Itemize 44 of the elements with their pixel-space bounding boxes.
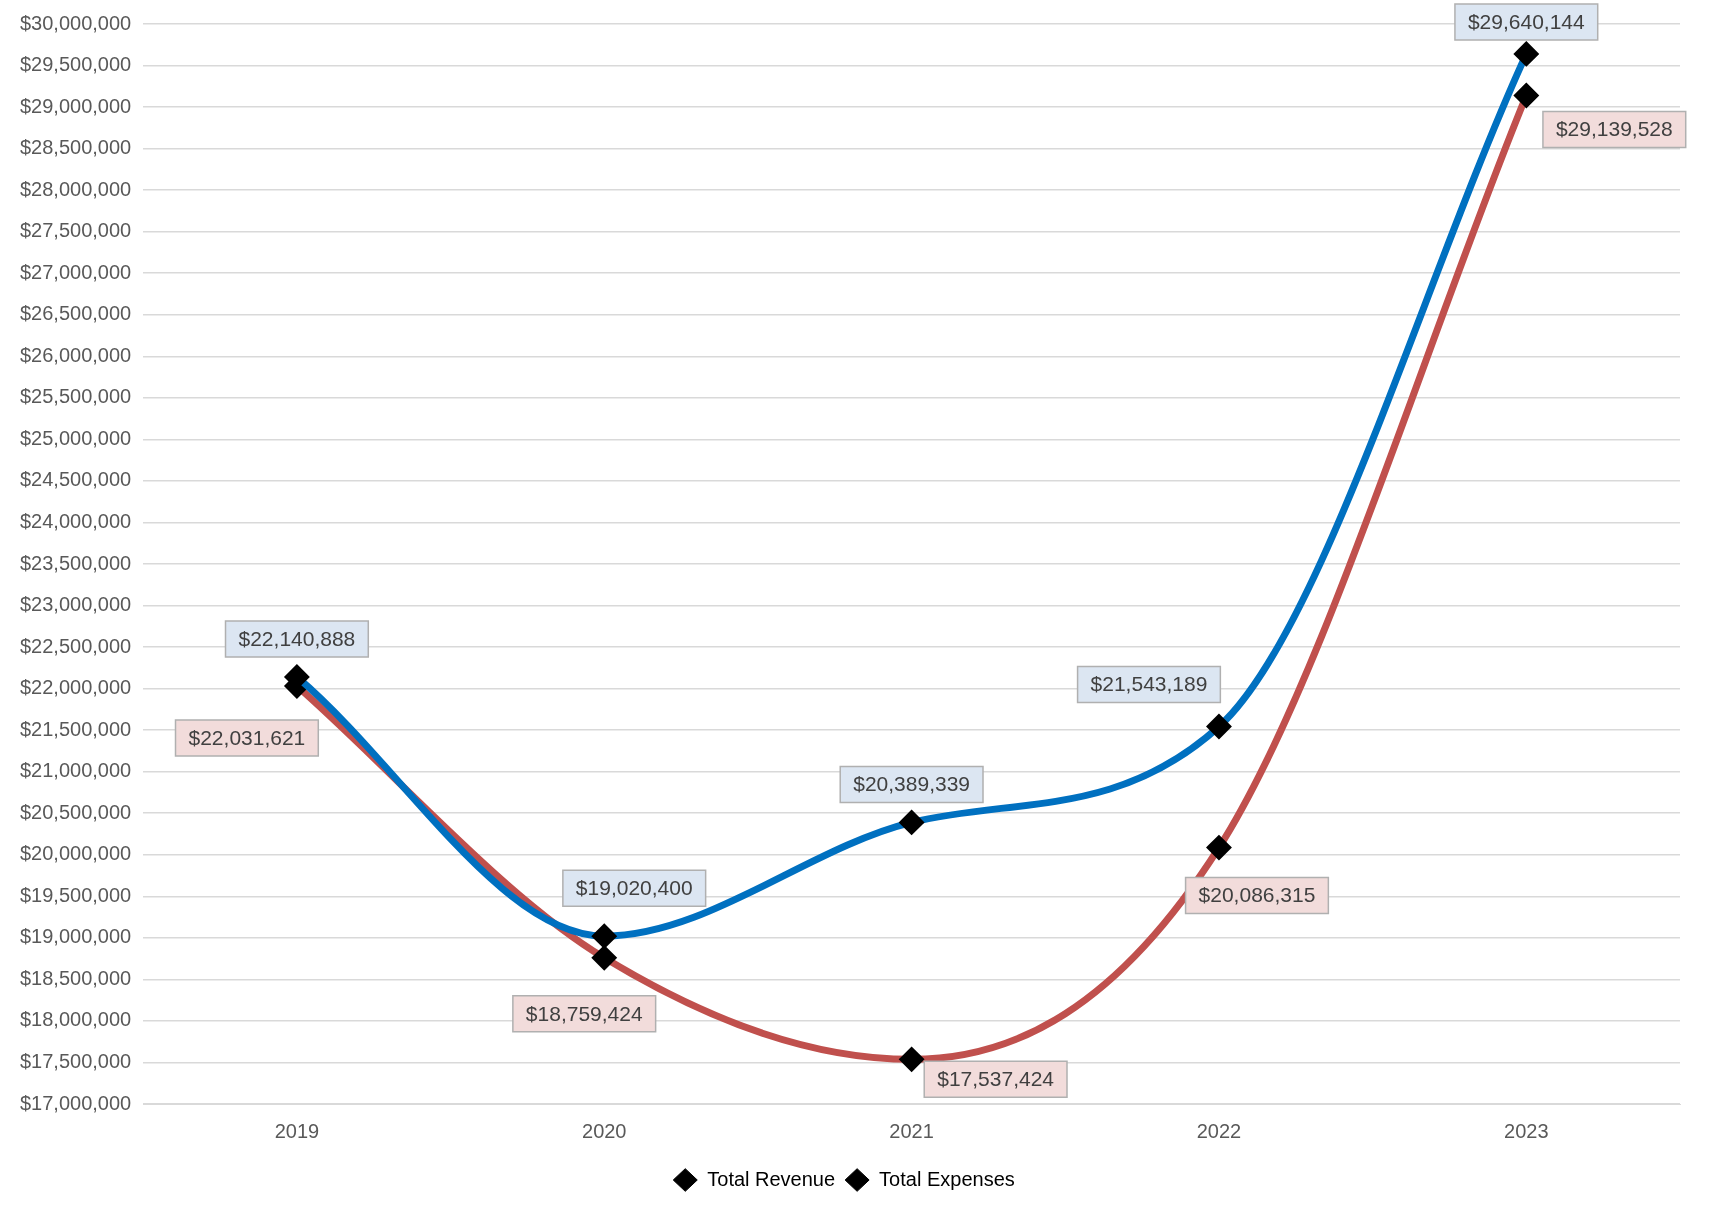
y-tick-label: $21,500,000 (19, 717, 132, 740)
y-tick-label: $20,500,000 (19, 800, 132, 823)
x-tick-label: 2019 (274, 1119, 320, 1142)
legend-label: Total Revenue (707, 1167, 836, 1190)
x-tick-label: 2022 (1196, 1119, 1242, 1142)
y-tick-label: $27,500,000 (19, 219, 132, 242)
y-tick-label: $17,500,000 (19, 1049, 132, 1072)
y-tick-label: $23,500,000 (19, 551, 132, 574)
y-tick-label: $23,000,000 (19, 593, 132, 616)
y-tick-label: $18,000,000 (19, 1008, 132, 1031)
y-tick-label: $27,000,000 (19, 260, 132, 283)
data-label: $19,020,400 (575, 875, 693, 899)
y-tick-label: $28,000,000 (19, 177, 132, 200)
y-tick-label: $24,500,000 (19, 468, 132, 491)
y-tick-label: $29,500,000 (19, 53, 132, 76)
y-tick-label: $17,000,000 (19, 1091, 132, 1114)
y-tick-label: $22,000,000 (19, 676, 132, 699)
y-tick-label: $25,500,000 (19, 385, 132, 408)
x-tick-label: 2023 (1504, 1119, 1549, 1142)
data-label: $29,139,528 (1555, 117, 1673, 141)
y-tick-label: $20,000,000 (19, 842, 132, 865)
data-label: $29,640,144 (1467, 9, 1586, 33)
y-tick-label: $24,000,000 (19, 509, 132, 532)
y-tick-label: $19,000,000 (19, 925, 132, 948)
data-label: $21,543,189 (1090, 672, 1208, 696)
data-label: $20,389,339 (853, 772, 971, 796)
data-label: $22,031,621 (188, 725, 306, 749)
x-tick-label: 2020 (582, 1119, 627, 1142)
data-label: $17,537,424 (937, 1067, 1055, 1091)
y-tick-label: $28,500,000 (19, 136, 132, 159)
y-tick-label: $19,500,000 (19, 883, 132, 906)
legend-label: Total Expenses (879, 1167, 1015, 1190)
data-label: $18,759,424 (525, 1001, 643, 1025)
y-tick-label: $26,500,000 (19, 302, 132, 325)
y-tick-label: $26,000,000 (19, 343, 132, 366)
y-tick-label: $29,000,000 (19, 94, 132, 117)
y-tick-label: $25,000,000 (19, 426, 132, 449)
data-label: $20,086,315 (1198, 883, 1316, 907)
data-label: $22,140,888 (238, 626, 356, 650)
x-tick-label: 2021 (889, 1119, 934, 1142)
y-tick-label: $22,500,000 (19, 634, 132, 657)
y-tick-label: $21,000,000 (19, 759, 132, 782)
y-tick-label: $30,000,000 (19, 11, 132, 34)
y-tick-label: $18,500,000 (19, 966, 132, 989)
